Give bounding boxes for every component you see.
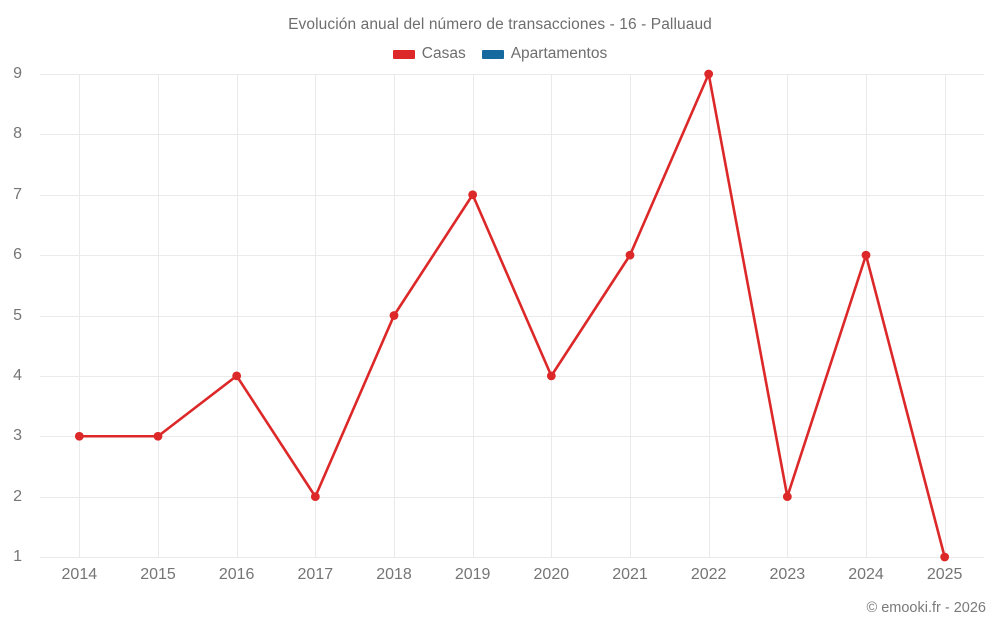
chart-title: Evolución anual del número de transaccio… (288, 16, 712, 33)
gridline-vertical (79, 74, 81, 557)
data-point[interactable] (389, 311, 399, 320)
x-axis-tick-label: 2019 (454, 566, 491, 583)
footer-copyright: © emooki.fr - 2026 (866, 600, 986, 616)
gridline-vertical (472, 74, 474, 557)
legend-swatch-apartamentos (481, 49, 504, 59)
gridline-vertical (708, 74, 710, 557)
y-axis-tick-label: 5 (13, 306, 22, 324)
data-point[interactable] (940, 552, 950, 562)
gridline-vertical (551, 74, 553, 557)
x-axis-tick-label: 2020 (533, 566, 570, 583)
legend-label-casas: Casas (421, 45, 466, 62)
x-axis-tick-label: 2021 (612, 566, 648, 583)
legend-label-apartamentos: Apartamentos (510, 45, 608, 62)
x-axis-tick-label: 2022 (690, 566, 727, 583)
x-axis-tick-label: 2025 (926, 566, 963, 583)
series-line-casas (78, 72, 946, 559)
y-axis-tick-label: 6 (13, 246, 22, 264)
data-point[interactable] (782, 492, 792, 502)
gridline-vertical (236, 74, 238, 557)
data-point[interactable] (310, 492, 320, 502)
gridline-horizontal (40, 74, 984, 75)
y-axis-tick-label: 1 (13, 548, 22, 565)
y-axis-tick-label: 2 (13, 487, 22, 505)
data-point[interactable] (153, 431, 163, 441)
data-point[interactable] (704, 69, 714, 79)
gridline-vertical (866, 74, 867, 557)
y-axis-tick-label: 9 (13, 65, 22, 82)
legend-swatch-casas (392, 49, 415, 59)
data-point[interactable] (546, 371, 556, 381)
x-axis-tick-label: 2017 (297, 566, 334, 583)
gridline-horizontal (40, 134, 984, 136)
gridline-vertical (158, 74, 159, 557)
x-axis-tick-label: 2015 (140, 566, 176, 583)
x-axis-tick-label: 2014 (61, 566, 98, 583)
data-point[interactable] (232, 371, 242, 381)
gridline-horizontal (40, 496, 984, 498)
series-layer (74, 69, 950, 562)
gridline-horizontal (40, 194, 984, 196)
data-point[interactable] (468, 190, 478, 200)
y-axis-tick-label: 7 (13, 185, 22, 203)
gridline-vertical (630, 74, 631, 557)
legend-item-apartamentos[interactable]: Apartamentos (481, 45, 608, 63)
y-axis-tick-label: 8 (13, 125, 22, 143)
data-point[interactable] (74, 431, 84, 441)
gridline-vertical (315, 74, 317, 557)
gridline-horizontal (40, 557, 984, 558)
data-point[interactable] (861, 250, 871, 260)
x-axis-tick-label: 2023 (769, 566, 806, 583)
gridline-horizontal (40, 255, 984, 257)
gridline-vertical (944, 74, 946, 557)
y-axis-tick-label: 4 (13, 366, 22, 384)
gridline-horizontal (40, 375, 984, 377)
gridline-horizontal (40, 315, 984, 317)
y-axis-tick-label: 3 (13, 427, 22, 445)
chart-legend: Casas Apartamentos (0, 45, 1000, 63)
gridline-horizontal (40, 436, 984, 438)
legend-item-casas[interactable]: Casas (392, 45, 466, 63)
gridline-vertical (787, 74, 789, 557)
data-point[interactable] (625, 250, 635, 260)
x-axis-tick-label: 2018 (376, 566, 412, 583)
x-axis-tick-label: 2024 (848, 566, 884, 583)
plot-area (40, 69, 984, 562)
x-axis-tick-label: 2016 (218, 566, 255, 583)
